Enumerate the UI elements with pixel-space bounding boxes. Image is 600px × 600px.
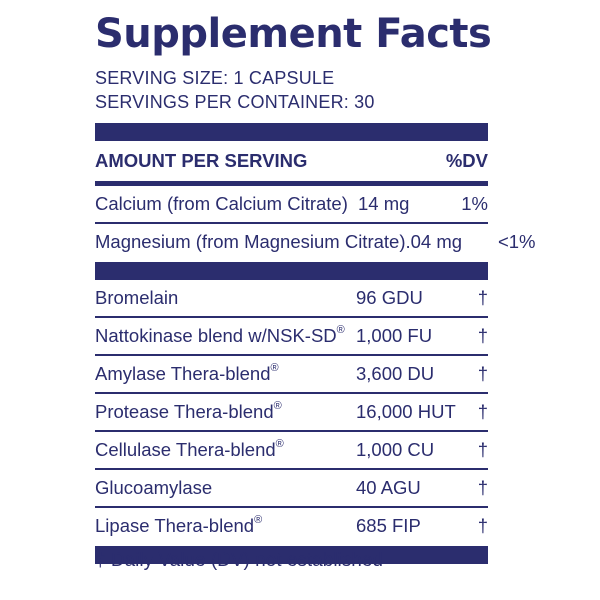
- ingredient-amount: 16,000 HUT: [356, 401, 456, 422]
- ingredient-dv: †: [477, 477, 488, 498]
- ingredient-name: Protease Thera-blend®: [95, 399, 282, 422]
- registered-mark: ®: [336, 323, 345, 336]
- ingredient-row: Glucoamylase 40 AGU †: [95, 470, 488, 506]
- ingredient-dv: †: [477, 325, 488, 346]
- panel-title: Supplement Facts: [95, 11, 492, 57]
- ingredient-amount: 96 GDU: [356, 287, 423, 308]
- nutrient-dv: <1%: [497, 231, 536, 252]
- ingredient-amount: 40 AGU: [356, 477, 421, 498]
- ingredient-amount: 3,600 DU: [356, 363, 435, 384]
- divider-thick: [95, 546, 488, 564]
- ingredient-name: Lipase Thera-blend®: [95, 513, 263, 536]
- serving-size: SERVING SIZE: 1 CAPSULE: [95, 68, 335, 88]
- ingredient-amount: 1,000 CU: [356, 439, 435, 460]
- nutrient-name: Magnesium (from Magnesium Citrate): [95, 231, 406, 252]
- row-divider: [95, 430, 488, 432]
- ingredient-dv: †: [477, 401, 488, 422]
- ingredient-row: Bromelain 96 GDU †: [95, 280, 488, 316]
- ingredient-dv: †: [477, 515, 488, 536]
- row-divider: [95, 222, 488, 224]
- row-divider: [95, 506, 488, 508]
- nutrient-amount: 14 mg: [358, 193, 410, 214]
- ingredient-row: Protease Thera-blend® 16,000 HUT †: [95, 394, 488, 430]
- row-divider: [95, 392, 488, 394]
- nutrient-row: Magnesium (from Magnesium Citrate) .04 m…: [95, 224, 535, 260]
- ingredient-name: Bromelain: [95, 287, 179, 308]
- footnote: † Daily Value (DV) not established: [95, 550, 383, 571]
- divider-thick: [95, 123, 488, 141]
- nutrient-dv: 1%: [461, 193, 488, 214]
- ingredient-name: Cellulase Thera-blend®: [95, 437, 284, 460]
- header-row: AMOUNT PER SERVING %DV: [95, 141, 488, 181]
- registered-mark: ®: [275, 437, 284, 450]
- nutrient-name: Calcium (from Calcium Citrate): [95, 193, 348, 214]
- ingredient-dv: †: [477, 363, 488, 384]
- registered-mark: ®: [254, 513, 263, 526]
- ingredient-name: Glucoamylase: [95, 477, 213, 498]
- row-divider: [95, 316, 488, 318]
- ingredient-name: Amylase Thera-blend®: [95, 361, 279, 384]
- nutrient-amount: .04 mg: [405, 231, 463, 252]
- supplement-facts-panel: Supplement Facts SERVING SIZE: 1 CAPSULE…: [95, 10, 535, 564]
- ingredient-row: Amylase Thera-blend® 3,600 DU †: [95, 356, 488, 392]
- header-amount-label: AMOUNT PER SERVING: [95, 150, 308, 171]
- row-divider: [95, 354, 488, 356]
- row-divider: [95, 468, 488, 470]
- ingredient-name: Nattokinase blend w/NSK-SD®: [95, 323, 345, 346]
- header-dv-label: %DV: [445, 150, 488, 171]
- ingredient-row: Nattokinase blend w/NSK-SD® 1,000 FU †: [95, 318, 488, 354]
- servings-per-container: SERVINGS PER CONTAINER: 30: [95, 92, 375, 112]
- ingredient-dv: †: [477, 439, 488, 460]
- registered-mark: ®: [270, 361, 279, 374]
- ingredient-dv: †: [477, 287, 488, 308]
- divider-thin: [95, 181, 488, 186]
- divider-thick: [95, 262, 488, 280]
- registered-mark: ®: [273, 399, 282, 412]
- ingredient-amount: 1,000 FU: [356, 325, 433, 346]
- ingredient-row: Lipase Thera-blend® 685 FIP †: [95, 508, 488, 544]
- nutrient-row: Calcium (from Calcium Citrate) 14 mg 1%: [95, 186, 488, 222]
- ingredient-row: Cellulase Thera-blend® 1,000 CU †: [95, 432, 488, 468]
- ingredient-amount: 685 FIP: [356, 515, 421, 536]
